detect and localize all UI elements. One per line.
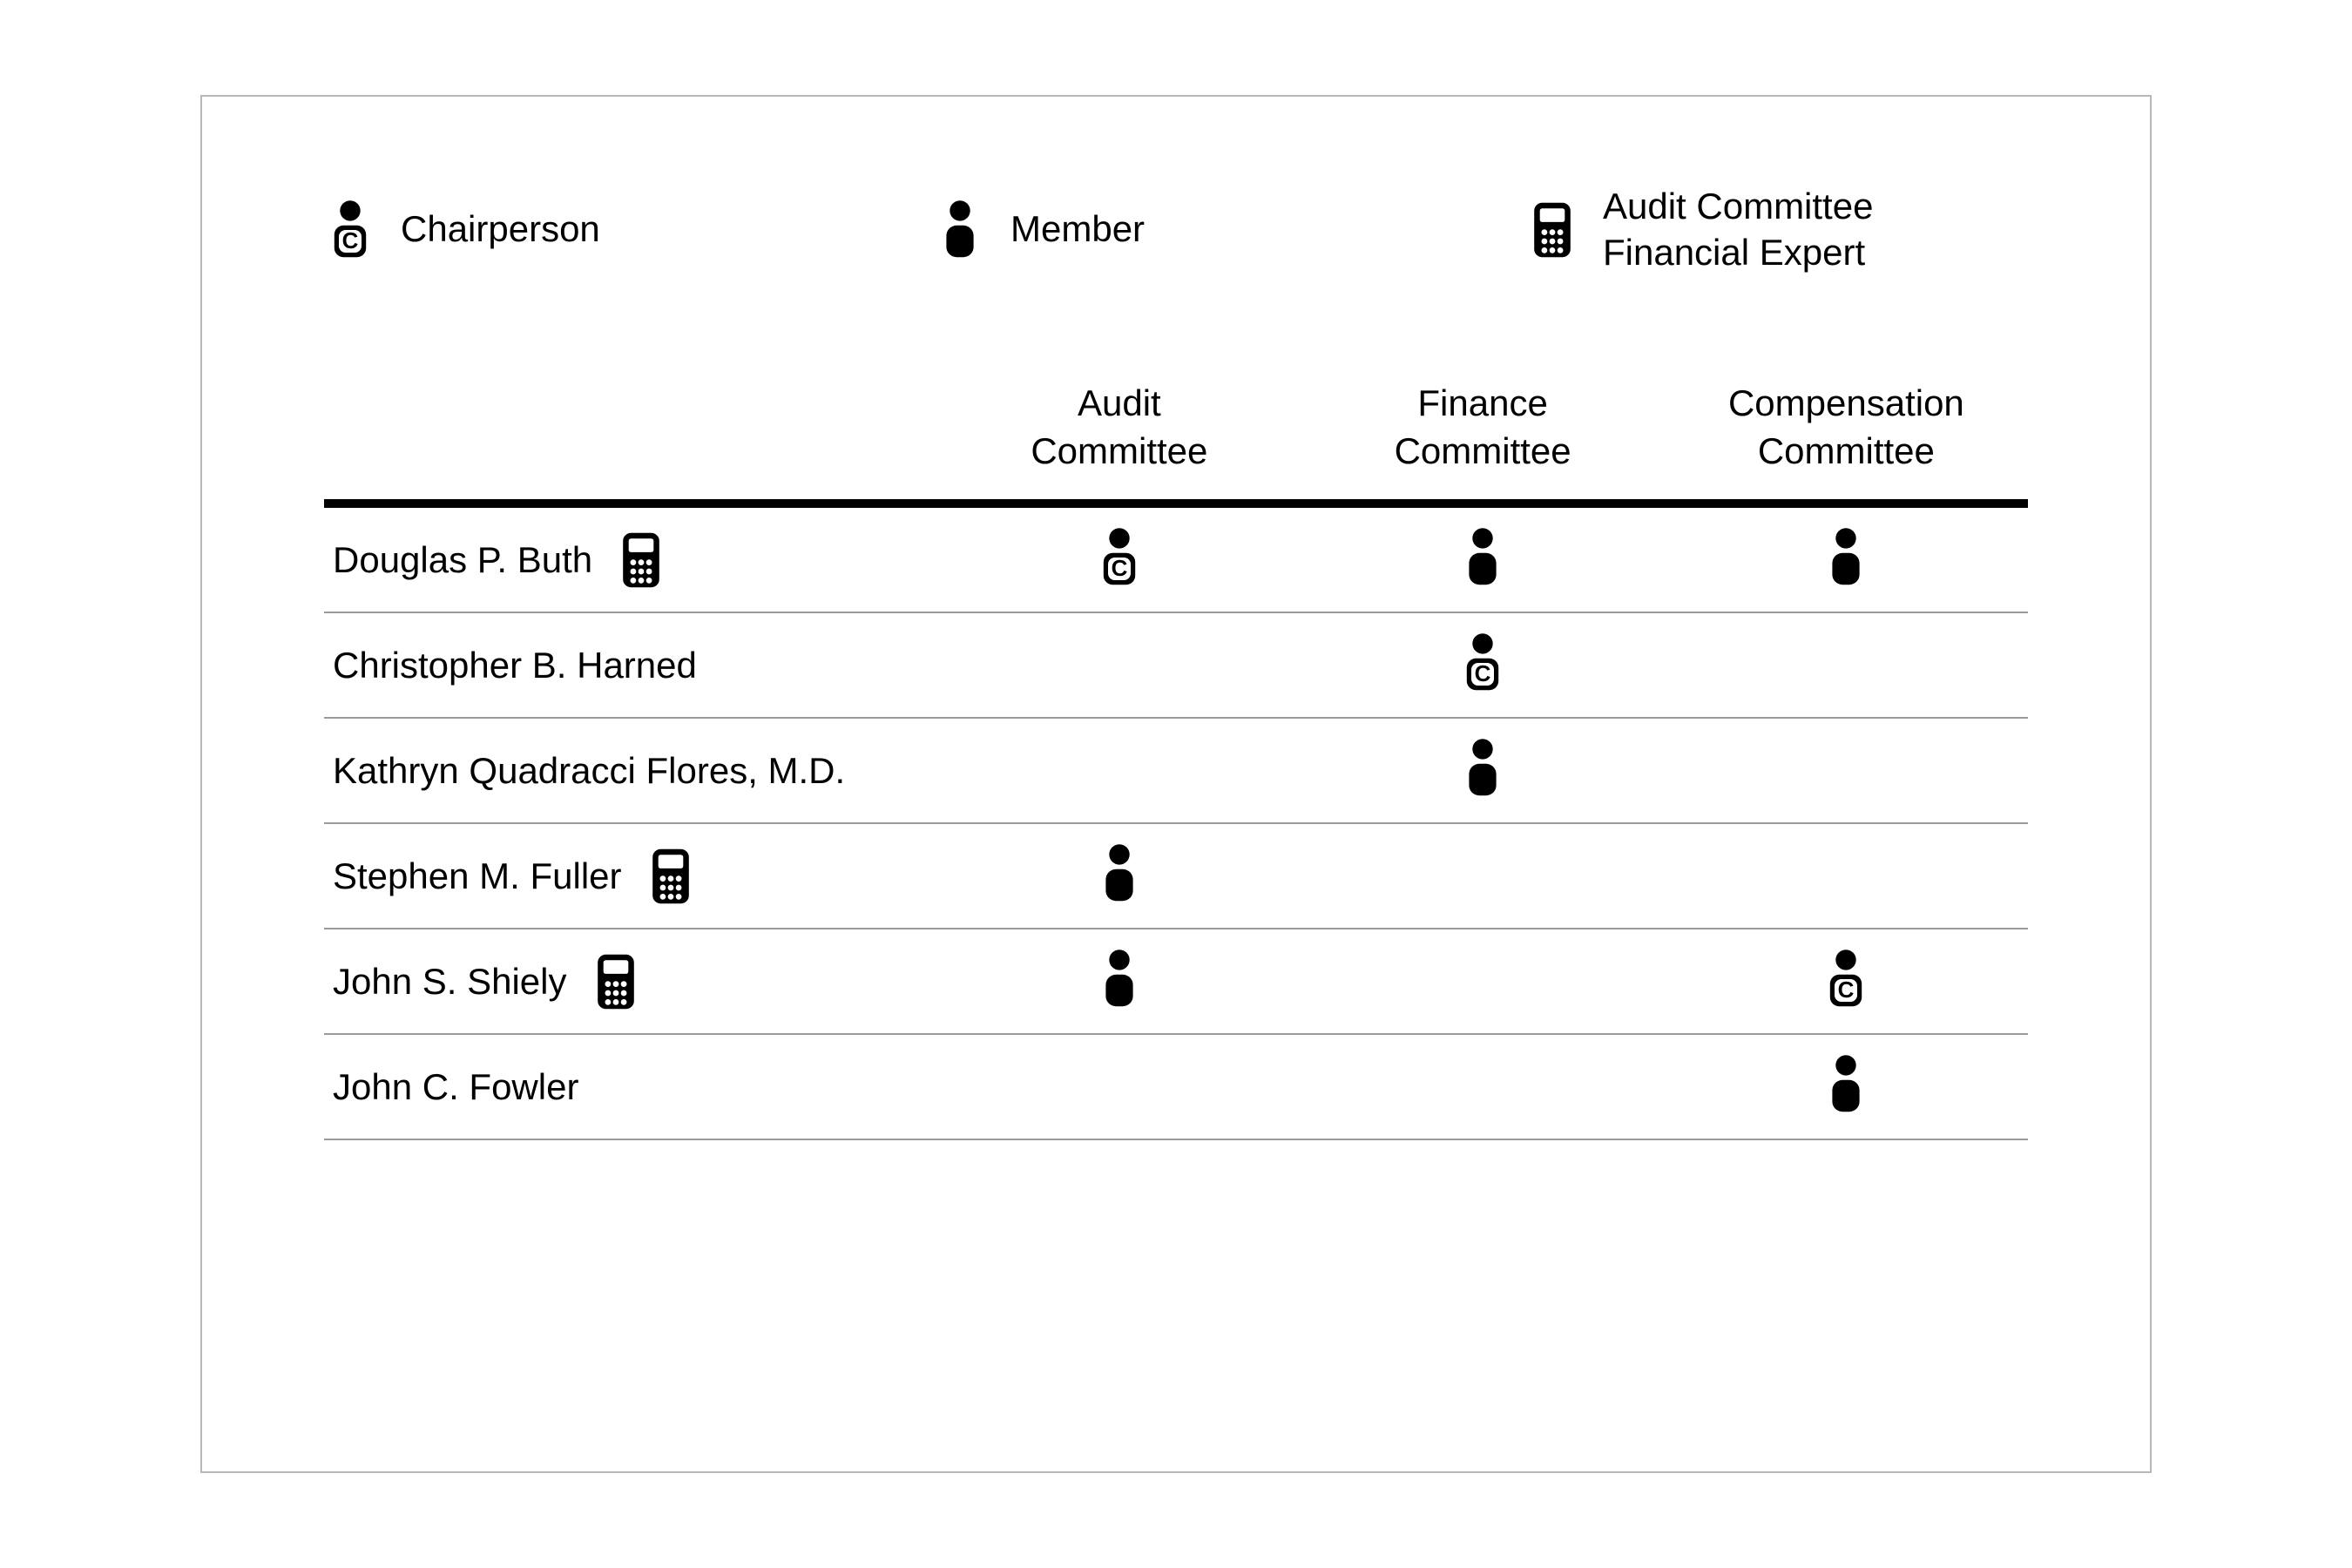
membership-cell <box>937 718 1301 823</box>
chairperson-icon: C <box>1456 629 1509 697</box>
name-cell: Kathryn Quadracci Flores, M.D. <box>324 718 937 823</box>
name-cell: John C. Fowler <box>324 1034 937 1139</box>
svg-text:C: C <box>1111 555 1127 581</box>
legend-item-member: Member <box>934 184 1526 275</box>
calculator-icon <box>1526 196 1578 264</box>
chairperson-icon: C <box>1093 524 1146 591</box>
table-row: Stephen M. Fuller <box>324 823 2028 929</box>
membership-cell: C <box>1301 612 1664 718</box>
membership-cell <box>1665 823 2028 929</box>
membership-cell <box>1665 1034 2028 1139</box>
member-name: Christopher B. Harned <box>333 645 697 686</box>
member-name: Kathryn Quadracci Flores, M.D. <box>333 750 845 792</box>
member-icon <box>1093 945 1146 1013</box>
column-header: CompensationCommittee <box>1665 380 2028 504</box>
membership-cell <box>1301 929 1664 1034</box>
table-body: Douglas P. Buth C <box>324 504 2028 1139</box>
table-row: John C. Fowler <box>324 1034 2028 1139</box>
legend-item-chairperson: C Chairperson <box>324 184 934 275</box>
membership-cell <box>937 823 1301 929</box>
member-name: John C. Fowler <box>333 1066 578 1108</box>
membership-cell: C <box>937 504 1301 612</box>
name-cell: Christopher B. Harned <box>324 612 937 718</box>
legend: C Chairperson Member Audit CommitteeFina… <box>324 184 2028 275</box>
membership-cell <box>1665 504 2028 612</box>
legend-label: Audit CommitteeFinancial Expert <box>1603 184 1873 275</box>
membership-cell: C <box>1665 929 2028 1034</box>
calculator-icon <box>615 526 667 594</box>
calculator-icon <box>590 948 642 1016</box>
name-cell: Douglas P. Buth <box>324 504 937 612</box>
table-header-row: AuditCommittee FinanceCommittee Compensa… <box>324 380 2028 504</box>
svg-text:C: C <box>1838 977 1855 1003</box>
member-icon <box>1456 524 1509 591</box>
membership-cell <box>1301 1034 1664 1139</box>
member-name: Douglas P. Buth <box>333 539 592 581</box>
membership-cell <box>937 929 1301 1034</box>
column-header: AuditCommittee <box>937 380 1301 504</box>
member-icon <box>1456 734 1509 802</box>
membership-cell <box>1301 823 1664 929</box>
member-icon <box>1820 524 1872 591</box>
membership-cell <box>937 612 1301 718</box>
member-icon <box>1820 1051 1872 1119</box>
membership-cell <box>1665 718 2028 823</box>
calculator-icon <box>645 842 697 910</box>
svg-text:C: C <box>1475 660 1491 686</box>
committee-table: AuditCommittee FinanceCommittee Compensa… <box>324 380 2028 1140</box>
column-header <box>324 380 937 504</box>
membership-cell <box>1665 612 2028 718</box>
member-icon <box>934 196 986 264</box>
table-row: Kathryn Quadracci Flores, M.D. <box>324 718 2028 823</box>
legend-label: Chairperson <box>401 206 600 253</box>
legend-item-expert: Audit CommitteeFinancial Expert <box>1526 184 1873 275</box>
member-name: Stephen M. Fuller <box>333 855 622 897</box>
membership-cell <box>1301 718 1664 823</box>
membership-cell <box>937 1034 1301 1139</box>
svg-text:C: C <box>342 226 359 253</box>
member-name: John S. Shiely <box>333 961 567 1003</box>
table-row: Douglas P. Buth C <box>324 504 2028 612</box>
table-row: John S. Shiely C <box>324 929 2028 1034</box>
member-icon <box>1093 840 1146 908</box>
column-header: FinanceCommittee <box>1301 380 1664 504</box>
chairperson-icon: C <box>1820 945 1872 1013</box>
committee-chart-panel: C Chairperson Member Audit CommitteeFina… <box>200 95 2152 1473</box>
chairperson-icon: C <box>324 196 376 264</box>
membership-cell <box>1301 504 1664 612</box>
name-cell: Stephen M. Fuller <box>324 823 937 929</box>
legend-label: Member <box>1010 206 1145 253</box>
name-cell: John S. Shiely <box>324 929 937 1034</box>
table-row: Christopher B. Harned C <box>324 612 2028 718</box>
